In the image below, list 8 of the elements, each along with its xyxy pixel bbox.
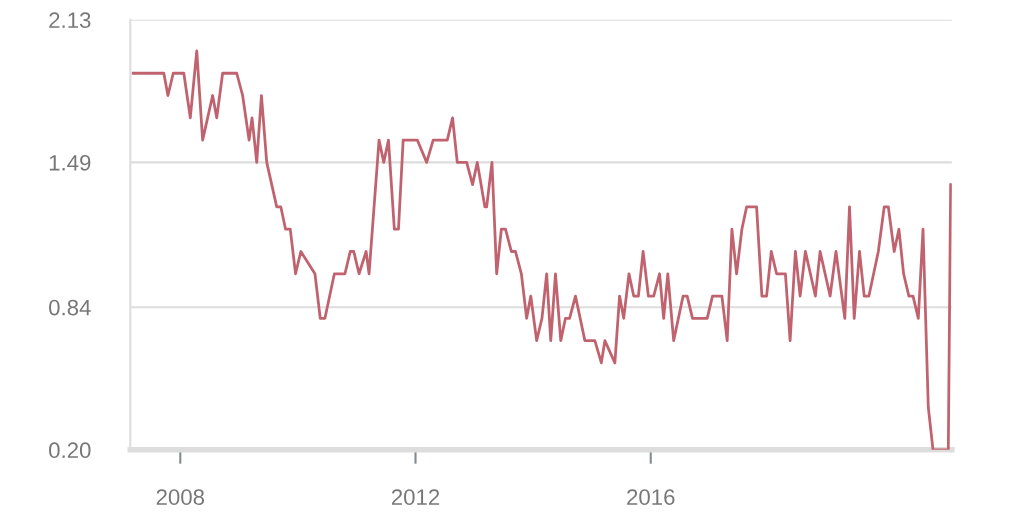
- line-series: [131, 49, 952, 450]
- y-tick-label: 0.84: [49, 299, 91, 316]
- y-tick-label: 0.20: [49, 442, 91, 459]
- x-tick-label: 2016: [627, 489, 675, 506]
- x-tick-label: 2008: [156, 489, 205, 506]
- x-tick-label: 2012: [391, 489, 440, 506]
- y-tick-label: 2.13: [49, 12, 91, 29]
- y-tick-label: 1.49: [49, 154, 91, 171]
